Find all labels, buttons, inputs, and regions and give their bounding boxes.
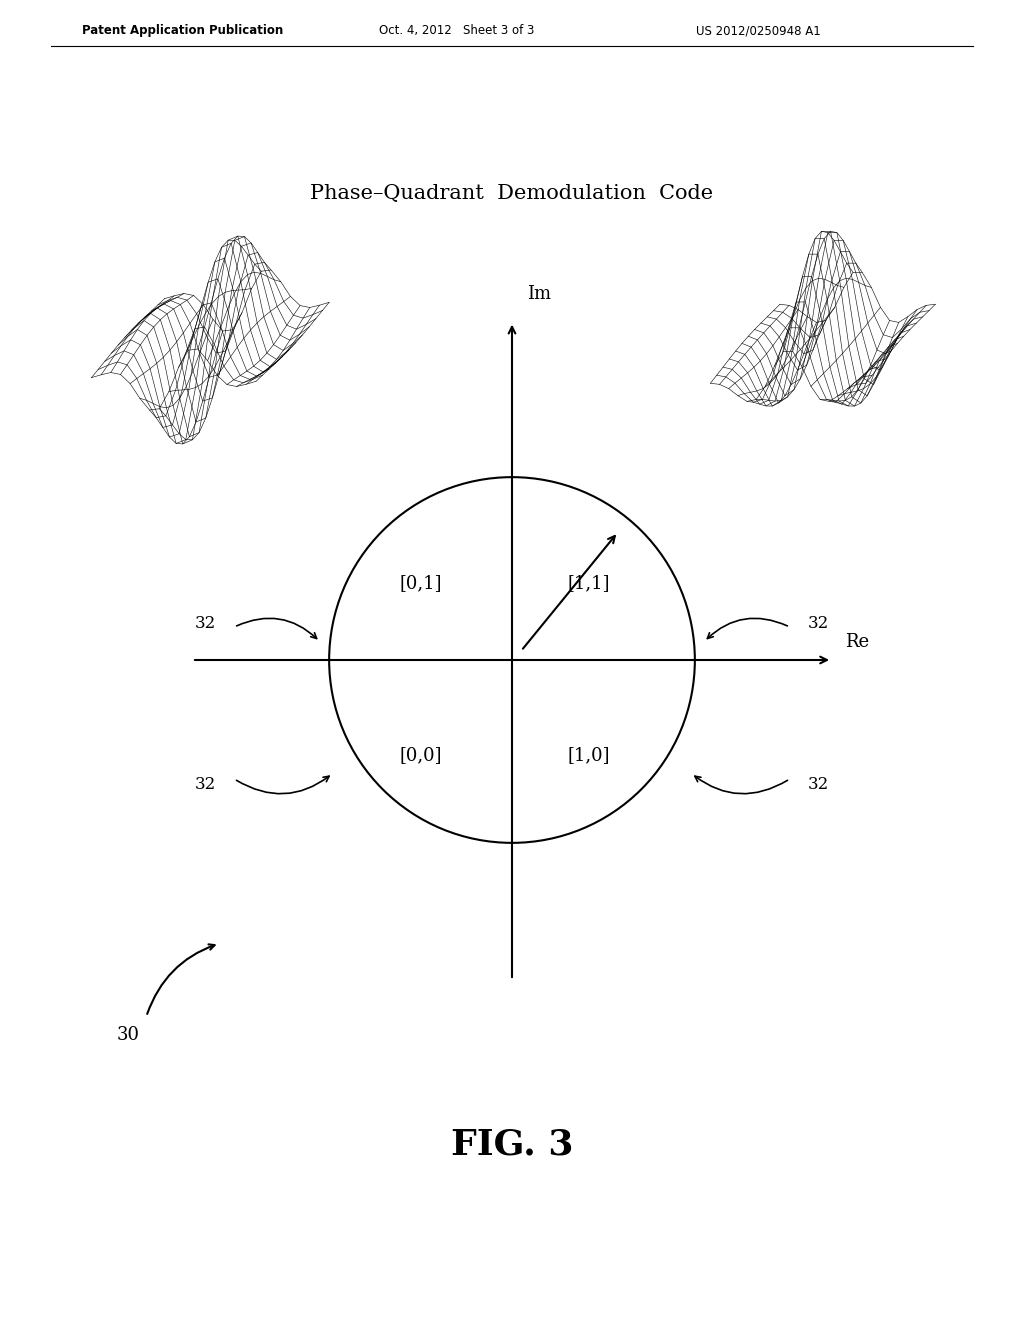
Text: [1,0]: [1,0]	[567, 746, 610, 764]
Text: Patent Application Publication: Patent Application Publication	[82, 24, 284, 37]
Text: Im: Im	[526, 285, 551, 304]
Text: Re: Re	[845, 632, 869, 651]
Text: US 2012/0250948 A1: US 2012/0250948 A1	[696, 24, 821, 37]
Text: FIG. 3: FIG. 3	[451, 1127, 573, 1162]
Text: 32: 32	[808, 776, 829, 793]
Text: [0,0]: [0,0]	[399, 746, 441, 764]
Text: Oct. 4, 2012   Sheet 3 of 3: Oct. 4, 2012 Sheet 3 of 3	[379, 24, 535, 37]
Text: 30: 30	[117, 1026, 139, 1044]
Text: 32: 32	[195, 776, 216, 793]
Text: 32: 32	[808, 615, 829, 632]
Text: Phase–Quadrant  Demodulation  Code: Phase–Quadrant Demodulation Code	[310, 185, 714, 203]
Text: [1,1]: [1,1]	[567, 574, 610, 593]
Text: [0,1]: [0,1]	[399, 574, 441, 593]
Text: 32: 32	[195, 615, 216, 632]
